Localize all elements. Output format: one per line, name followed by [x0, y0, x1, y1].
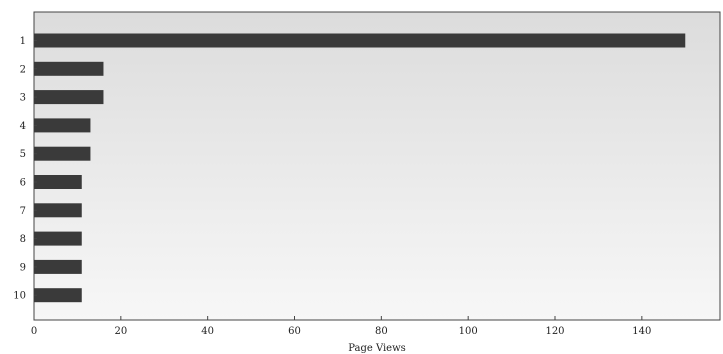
- x-tick-label-120: 120: [545, 326, 564, 337]
- bar-5: [34, 146, 91, 161]
- x-tick-label-40: 40: [201, 326, 214, 337]
- y-tick-label-5: 5: [20, 149, 26, 160]
- x-tick-label-140: 140: [632, 326, 651, 337]
- y-tick-label-2: 2: [20, 64, 26, 75]
- y-tick-label-3: 3: [20, 93, 26, 104]
- y-tick-label-8: 8: [20, 234, 26, 245]
- x-axis-ticks: 0 20 40 60 80 100 120 140: [31, 316, 651, 337]
- bar-10: [34, 288, 82, 303]
- bar-3: [34, 90, 104, 105]
- y-tick-label-10: 10: [13, 291, 26, 302]
- y-tick-label-7: 7: [20, 206, 26, 217]
- bar-2: [34, 61, 104, 76]
- x-axis-title: Page Views: [348, 343, 406, 354]
- x-tick-label-60: 60: [288, 326, 301, 337]
- x-tick-label-0: 0: [31, 326, 37, 337]
- plot-area: [33, 11, 721, 321]
- y-axis-ticks: 1 2 3 4 5 6 7 8 9 10: [13, 36, 37, 302]
- y-tick-label-6: 6: [20, 178, 26, 189]
- bar-8: [34, 231, 82, 246]
- bar-7: [34, 203, 82, 218]
- y-tick-label-1: 1: [20, 36, 26, 47]
- bar-1: [34, 33, 686, 48]
- x-tick-label-100: 100: [459, 326, 478, 337]
- x-tick-label-80: 80: [375, 326, 388, 337]
- bar-6: [34, 175, 82, 189]
- bar-9: [34, 259, 82, 274]
- bars: [34, 33, 686, 303]
- y-tick-label-9: 9: [20, 262, 26, 273]
- y-tick-label-4: 4: [20, 121, 26, 132]
- bar-4: [34, 118, 91, 133]
- x-tick-label-20: 20: [114, 326, 127, 337]
